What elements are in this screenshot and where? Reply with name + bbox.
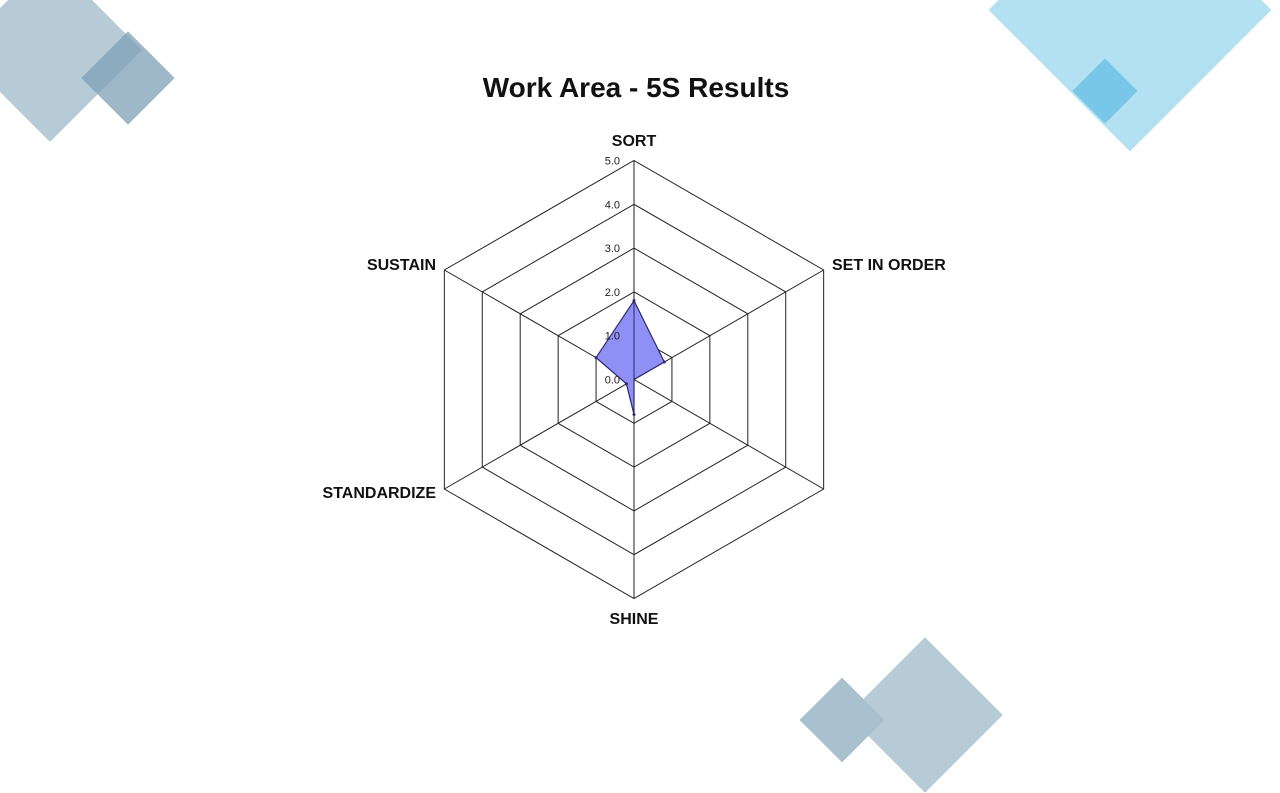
data-point-standardize [624,382,628,386]
axis-label-set-in-order: SET IN ORDER [832,257,946,274]
tick-label: 5.0 [605,156,620,168]
data-point-shine [632,413,636,417]
chart-title: Work Area - 5S Results [482,72,790,103]
grid-spoke [444,379,635,490]
radar-chart: 0.0 1.0 2.0 3.0 4.0 5.0 SORT SET IN ORDER SHINE S… [323,133,947,628]
data-point-sustain [594,356,598,360]
tick-label: 0.0 [605,375,620,387]
tick-label: 3.0 [605,243,620,255]
axis-label-sort: SORT [612,133,657,150]
tick-label: 2.0 [605,287,620,299]
axis-label-standardize: STANDARDIZE [323,485,437,502]
grid-spoke [633,379,824,490]
tick-label: 4.0 [605,199,620,211]
data-point-set-in-order [662,360,666,364]
axis-label-shine: SHINE [610,611,659,628]
axis-label-sustain: SUSTAIN [367,257,436,274]
tick-label: 1.0 [605,331,620,343]
data-area [595,299,666,415]
